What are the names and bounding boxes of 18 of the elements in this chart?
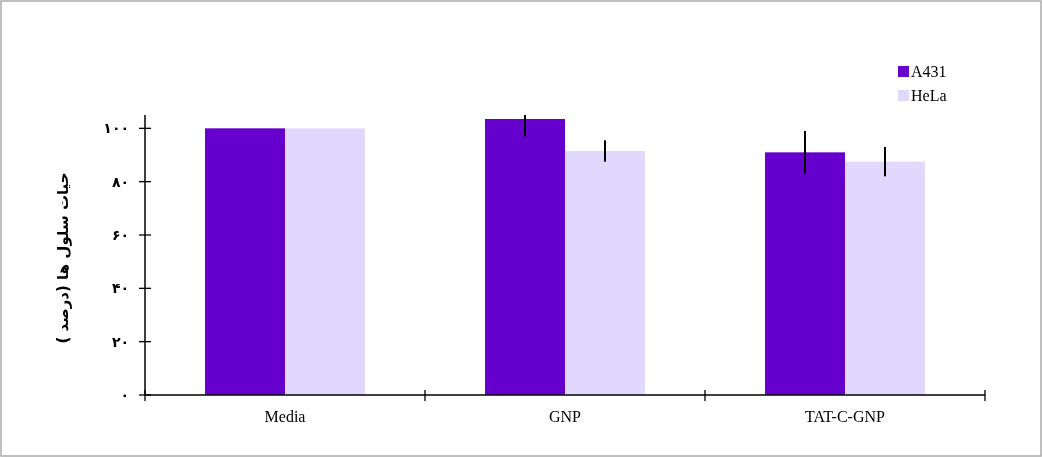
y-tick-label: ۱۰۰ [103, 120, 129, 137]
bar [205, 128, 285, 395]
y-tick-label: ۰ [120, 387, 129, 403]
x-tick-label: TAT-C-GNP [805, 408, 886, 425]
bar [285, 128, 365, 395]
bar [485, 119, 565, 395]
bar [565, 151, 645, 395]
bar [845, 161, 925, 395]
legend-label: HeLa [911, 87, 947, 104]
x-tick-label: GNP [548, 408, 582, 425]
y-tick-label: ۸۰ [111, 173, 129, 190]
y-axis-title: حیات سلول ها (درصد ) [54, 172, 72, 344]
y-tick-label: ۴۰ [111, 280, 129, 297]
x-tick-label: Media [264, 408, 306, 425]
y-tick-label: ۶۰ [111, 227, 129, 243]
bar [765, 152, 845, 395]
y-tick-label: ۲۰ [111, 333, 129, 350]
legend-label: A431 [911, 63, 947, 80]
